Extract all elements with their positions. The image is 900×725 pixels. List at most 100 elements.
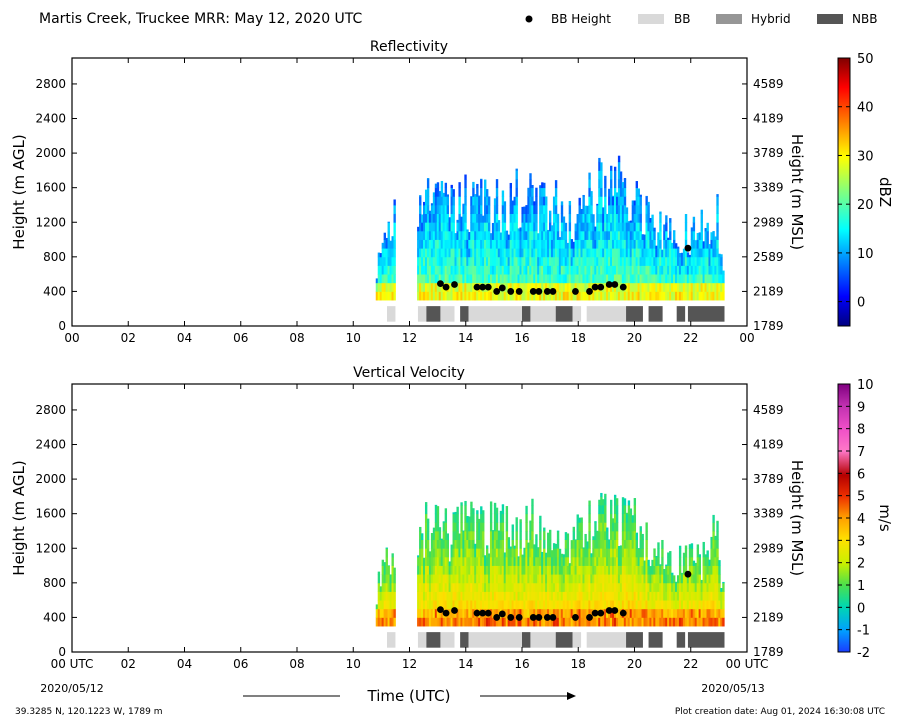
field-cell bbox=[452, 256, 455, 266]
field-cell bbox=[509, 582, 512, 592]
field-cell bbox=[694, 608, 698, 618]
field-cell bbox=[442, 274, 446, 284]
field-cell bbox=[513, 239, 516, 249]
field-cell bbox=[507, 539, 511, 549]
field-cell bbox=[436, 617, 440, 627]
field-cell bbox=[706, 282, 709, 292]
field-cell bbox=[629, 617, 633, 627]
field-cell bbox=[387, 222, 390, 232]
y-tick-label-left: 1200 bbox=[35, 215, 66, 229]
bb-height-point bbox=[543, 288, 551, 295]
field-cell bbox=[602, 213, 605, 223]
field-cell bbox=[655, 608, 658, 618]
field-cell bbox=[688, 556, 692, 566]
field-cell bbox=[613, 166, 617, 171]
field-cell bbox=[588, 213, 591, 223]
field-cell bbox=[503, 565, 507, 575]
field-cell bbox=[631, 556, 635, 566]
field-cell bbox=[623, 265, 627, 275]
field-cell bbox=[436, 548, 440, 558]
field-cell bbox=[629, 565, 633, 575]
field-cell bbox=[617, 582, 621, 592]
field-cell bbox=[450, 291, 453, 301]
field-cell bbox=[637, 188, 640, 197]
field-cell bbox=[696, 265, 700, 275]
colorbar-label: m/s bbox=[876, 504, 894, 532]
field-cell bbox=[604, 582, 607, 592]
bb-height-point bbox=[605, 281, 613, 288]
field-cell bbox=[613, 256, 617, 266]
field-cell bbox=[446, 591, 449, 601]
field-cell bbox=[501, 265, 505, 275]
bb-height-point bbox=[493, 288, 501, 295]
legend-swatch-bb-height bbox=[525, 15, 533, 23]
field-cell bbox=[491, 265, 495, 275]
field-cell bbox=[495, 507, 499, 515]
field-cell bbox=[712, 591, 715, 601]
field-cell bbox=[489, 530, 493, 541]
field-cell bbox=[452, 213, 455, 223]
field-cell bbox=[598, 222, 601, 232]
field-cell bbox=[529, 274, 532, 284]
field-cell bbox=[430, 230, 434, 240]
field-cell bbox=[432, 530, 436, 541]
field-cell bbox=[549, 274, 552, 284]
field-cell bbox=[710, 574, 713, 584]
field-cell bbox=[600, 582, 603, 592]
field-cell bbox=[558, 574, 562, 584]
field-cell bbox=[501, 582, 505, 592]
field-cell bbox=[596, 582, 599, 592]
field-cell bbox=[663, 574, 666, 584]
field-cell bbox=[665, 582, 668, 592]
bb-type-segment bbox=[426, 632, 441, 648]
field-cell bbox=[580, 530, 583, 541]
bb-height-point bbox=[484, 609, 492, 617]
field-cell bbox=[474, 230, 477, 240]
bb-height-point bbox=[591, 609, 599, 617]
field-cell bbox=[663, 265, 666, 275]
field-cell bbox=[426, 187, 430, 197]
field-cell bbox=[442, 291, 446, 301]
field-cell bbox=[621, 213, 625, 223]
field-cell bbox=[432, 600, 436, 610]
field-cell bbox=[387, 274, 390, 284]
field-cell bbox=[545, 256, 548, 266]
field-cell bbox=[623, 565, 627, 575]
field-cell bbox=[684, 256, 688, 266]
field-cell bbox=[663, 282, 666, 292]
field-cell bbox=[531, 291, 534, 301]
field-cell bbox=[602, 499, 605, 506]
field-cell bbox=[576, 574, 579, 584]
field-cell bbox=[468, 274, 471, 284]
field-cell bbox=[529, 173, 532, 180]
field-cell bbox=[527, 291, 530, 301]
field-cell bbox=[486, 591, 489, 601]
field-cell bbox=[621, 556, 625, 566]
field-cell bbox=[714, 565, 717, 575]
field-cell bbox=[649, 291, 652, 301]
field-cell bbox=[633, 530, 637, 541]
field-cell bbox=[584, 617, 587, 627]
field-cell bbox=[556, 530, 560, 541]
field-cell bbox=[550, 248, 554, 258]
field-cell bbox=[566, 600, 570, 610]
y-tick-label-left: 0 bbox=[58, 645, 66, 659]
field-cell bbox=[613, 196, 617, 206]
field-cell bbox=[391, 274, 394, 284]
field-cell bbox=[651, 617, 654, 627]
field-cell bbox=[639, 256, 642, 266]
field-cell bbox=[700, 291, 703, 301]
legend-swatch-hybrid bbox=[716, 14, 742, 24]
field-cell bbox=[649, 217, 652, 223]
field-cell bbox=[454, 233, 457, 240]
field-cell bbox=[633, 274, 637, 284]
field-cell bbox=[375, 617, 379, 627]
field-cell bbox=[718, 274, 721, 284]
field-cell bbox=[673, 282, 676, 292]
field-cell bbox=[543, 591, 546, 601]
field-cell bbox=[549, 213, 552, 223]
field-cell bbox=[545, 265, 548, 275]
field-cell bbox=[545, 230, 548, 240]
field-cell bbox=[497, 239, 501, 249]
